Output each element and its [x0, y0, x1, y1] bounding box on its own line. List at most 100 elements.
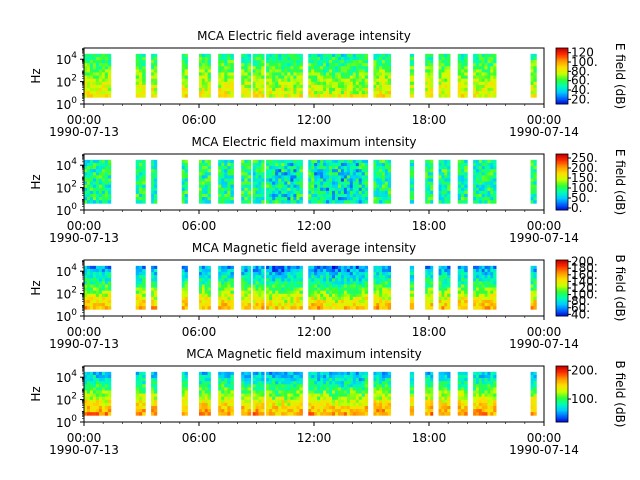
spectrogram-cell: [287, 384, 291, 388]
spectrogram-cell: [447, 91, 451, 95]
spectrogram-cell: [98, 371, 103, 376]
spectrogram-cell: [258, 175, 262, 179]
spectrogram-cell: [258, 284, 262, 288]
spectrogram-cell: [272, 384, 276, 388]
spectrogram-cell: [255, 181, 259, 186]
spectrogram-cell: [138, 374, 143, 379]
spectrogram-cell: [290, 396, 294, 401]
spectrogram-cell: [533, 303, 537, 307]
spectrogram-cell: [138, 75, 143, 80]
spectrogram-cell: [487, 190, 491, 195]
spectrogram-cell: [346, 84, 351, 89]
spectrogram-cell: [224, 69, 228, 73]
spectrogram-cell: [275, 53, 279, 58]
spectrogram-cell: [244, 190, 248, 195]
spectrogram-cell: [278, 384, 282, 388]
spectrogram-cell: [272, 402, 276, 407]
spectrogram-cell: [320, 272, 324, 276]
spectrogram-cell: [530, 268, 534, 273]
spectrogram-cell: [358, 284, 363, 288]
spectrogram-cell: [258, 56, 262, 61]
spectrogram-cell: [284, 60, 288, 64]
spectrogram-cell: [326, 293, 330, 298]
spectrogram-cell: [151, 393, 155, 398]
spectrogram-cell: [533, 265, 537, 270]
spectrogram-cell: [98, 184, 103, 189]
spectrogram-cell: [230, 371, 234, 376]
spectrogram-cell: [218, 265, 222, 270]
spectrogram-cell: [355, 175, 360, 179]
spectrogram-cell: [373, 299, 377, 304]
spectrogram-cell: [207, 66, 211, 70]
spectrogram-cell: [447, 268, 451, 273]
spectrogram-cell: [332, 396, 336, 401]
spectrogram-cell: [84, 60, 88, 64]
spectrogram-cell: [296, 69, 300, 73]
spectrogram-cell: [184, 162, 188, 167]
spectrogram-cell: [142, 306, 146, 310]
spectrogram-cell: [199, 91, 203, 95]
spectrogram-cell: [361, 178, 366, 182]
spectrogram-cell: [224, 66, 228, 70]
spectrogram-cell: [478, 60, 483, 64]
spectrogram-cell: [382, 181, 386, 186]
spectrogram-cell: [241, 53, 245, 58]
spectrogram-cell: [92, 409, 97, 413]
spectrogram-cell: [314, 374, 318, 379]
spectrogram-cell: [261, 293, 265, 298]
spectrogram-cell: [89, 393, 94, 398]
spectrogram-cell: [92, 166, 97, 170]
spectrogram-cell: [320, 53, 324, 58]
spectrogram-cell: [490, 275, 494, 279]
spectrogram-cell: [184, 409, 188, 413]
spectrogram-cell: [95, 169, 100, 173]
spectrogram-cell: [199, 162, 203, 167]
spectrogram-cell: [460, 166, 465, 170]
spectrogram-cell: [376, 75, 380, 80]
spectrogram-cell: [460, 91, 465, 95]
spectrogram-cell: [92, 69, 97, 73]
spectrogram-cell: [84, 175, 88, 179]
spectrogram-cell: [379, 66, 383, 70]
spectrogram-cell: [487, 178, 491, 182]
spectrogram-cell: [349, 275, 354, 279]
spectrogram-cell: [326, 290, 330, 295]
spectrogram-cell: [266, 399, 270, 404]
spectrogram-cell: [269, 396, 273, 401]
spectrogram-cell: [317, 81, 321, 86]
spectrogram-cell: [199, 75, 203, 80]
spectrogram-cell: [343, 293, 348, 298]
spectrogram-cell: [272, 87, 276, 92]
spectrogram-cell: [320, 402, 324, 407]
spectrogram-cell: [181, 387, 186, 391]
spectrogram-cell: [104, 75, 109, 80]
spectrogram-cell: [89, 396, 94, 401]
spectrogram-cell: [287, 275, 291, 279]
spectrogram-cell: [199, 66, 203, 70]
spectrogram-cell: [275, 190, 279, 195]
spectrogram-cell: [95, 166, 100, 170]
spectrogram-cell: [181, 265, 186, 270]
spectrogram-cell: [373, 187, 377, 192]
spectrogram-cell: [314, 293, 318, 298]
spectrogram-cell: [84, 184, 88, 189]
spectrogram-cell: [218, 284, 222, 288]
y-tick-label: 104: [56, 157, 77, 173]
spectrogram-cell: [334, 84, 339, 89]
spectrogram-cell: [464, 290, 468, 295]
spectrogram-cell: [296, 162, 300, 167]
spectrogram-cell: [247, 184, 252, 189]
spectrogram-cell: [329, 384, 333, 388]
spectrogram-cell: [337, 87, 342, 92]
spectrogram-cell: [290, 175, 294, 179]
spectrogram-cell: [533, 84, 537, 89]
spectrogram-cell: [530, 69, 534, 73]
spectrogram-cell: [221, 56, 225, 61]
spectrogram-cell: [230, 162, 234, 167]
spectrogram-cell: [349, 66, 354, 70]
spectrogram-cell: [337, 178, 342, 182]
spectrogram-cell: [151, 278, 155, 282]
spectrogram-cell: [352, 75, 357, 80]
spectrogram-cell: [244, 399, 248, 404]
spectrogram-cell: [409, 293, 415, 298]
